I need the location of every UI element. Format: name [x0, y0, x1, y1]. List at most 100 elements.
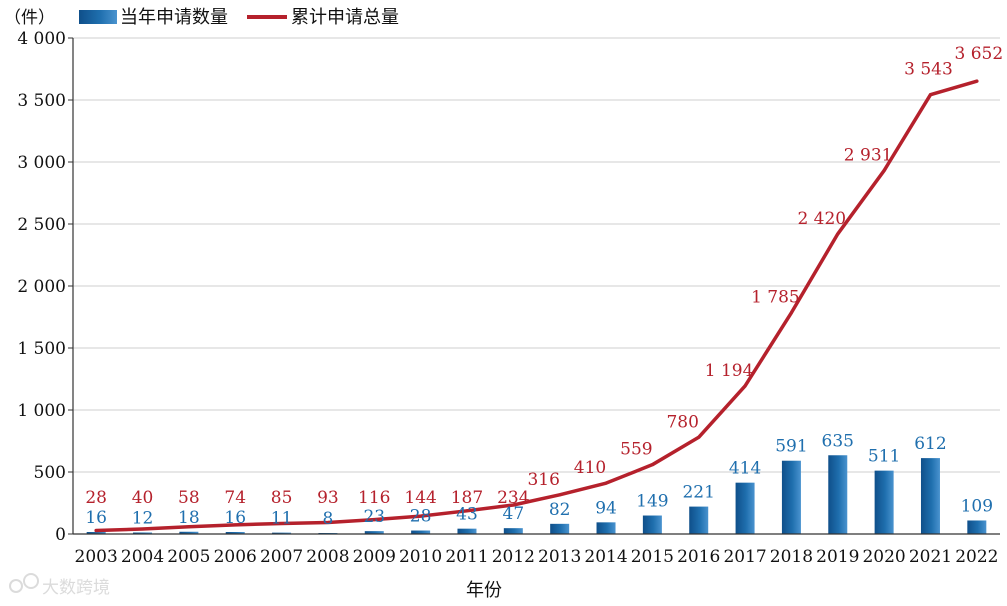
bar-value-label: 18 [178, 508, 200, 528]
line-point [141, 527, 145, 531]
y-tick-label: 4 000 [17, 29, 66, 49]
bar-value-label: 16 [85, 508, 107, 528]
bar-value-label: 511 [868, 447, 900, 467]
x-tick-label: 2021 [909, 547, 952, 567]
x-tick-label: 2012 [492, 547, 535, 567]
line-point [650, 463, 654, 467]
y-tick-labels: 0 500 1 000 1 500 2 000 2 500 3 000 3 500 4 000 [17, 29, 66, 545]
bar-value-label: 591 [775, 437, 807, 457]
line-value-label: 316 [527, 470, 559, 490]
bar [411, 530, 431, 534]
watermark: 大数跨境 [9, 573, 110, 598]
line-point [928, 93, 932, 97]
legend-bar-label: 当年申请数量 [120, 7, 228, 28]
cumulative-line [94, 79, 979, 533]
line-value-label: 187 [451, 488, 483, 508]
line-point [882, 169, 886, 173]
x-tick-label: 2022 [955, 547, 998, 567]
bar-value-label: 612 [914, 434, 946, 454]
bar [781, 460, 801, 534]
line-value-label: 2 420 [797, 209, 846, 229]
line-value-label: 234 [497, 488, 529, 508]
bar-value-label: 43 [456, 505, 478, 525]
line-value-label: 559 [620, 440, 652, 460]
bar-value-label: 23 [363, 507, 385, 527]
line-value-label: 28 [85, 488, 107, 508]
bar-value-label: 16 [224, 508, 246, 528]
bar [457, 528, 477, 534]
line-series [94, 79, 979, 533]
watermark-logo-icon [9, 573, 39, 593]
line-point [789, 311, 793, 315]
bar-value-label: 82 [549, 500, 571, 520]
x-tick-label: 2007 [260, 547, 303, 567]
line-value-label: 2 931 [844, 146, 893, 166]
line-point [558, 493, 562, 497]
bar-value-label: 11 [271, 509, 293, 529]
y-tick-label: 3 500 [17, 91, 66, 111]
y-tick-label: 0 [55, 525, 66, 545]
y-tick-label: 2 000 [17, 277, 66, 297]
x-tick-label: 2013 [538, 547, 581, 567]
y-tick-label: 1 500 [17, 339, 66, 359]
y-tick-label: 500 [34, 463, 66, 483]
bar [503, 528, 523, 534]
bar-value-label: 109 [961, 496, 993, 516]
line-point [372, 518, 376, 522]
line-value-label: 1 785 [751, 288, 800, 308]
bar [967, 520, 987, 534]
legend: 当年申请数量 累计申请总量 [79, 7, 399, 28]
bar [689, 506, 709, 534]
line-point [187, 525, 191, 529]
bar-value-label: 8 [323, 509, 334, 529]
bar-value-label: 12 [132, 509, 154, 529]
x-tick-label: 2010 [399, 547, 442, 567]
bar-series [86, 455, 987, 534]
line-point [326, 520, 330, 524]
line-point [233, 523, 237, 527]
line-value-label: 3 543 [904, 60, 953, 80]
x-tick-label: 2004 [121, 547, 164, 567]
bar [828, 455, 848, 534]
bar [133, 532, 153, 534]
x-tick-labels: 2003 2004 2005 2006 2007 2008 2009 2010 2011 2012… [75, 547, 999, 567]
watermark-text: 大数跨境 [42, 578, 110, 598]
bar-value-label: 635 [822, 431, 854, 451]
bar [364, 531, 384, 534]
bar [735, 482, 755, 534]
x-tick-label: 2009 [353, 547, 396, 567]
x-tick-label: 2019 [816, 547, 859, 567]
bar [86, 532, 106, 534]
line-point [511, 503, 515, 507]
x-tick-label: 2005 [167, 547, 210, 567]
bar-value-label: 149 [636, 492, 668, 512]
x-tick-label: 2006 [214, 547, 257, 567]
bar-value-label: 47 [503, 504, 525, 524]
line-point [836, 232, 840, 236]
x-tick-label: 2015 [631, 547, 674, 567]
bar [225, 532, 245, 534]
x-tick-label: 2008 [306, 547, 349, 567]
bar-value-label: 414 [729, 459, 761, 479]
bar [550, 523, 570, 534]
bar [920, 458, 940, 534]
bar [596, 522, 616, 534]
line-value-label: 3 652 [954, 44, 1003, 64]
line-point [280, 521, 284, 525]
line-point [419, 514, 423, 518]
line-point [94, 529, 98, 533]
line-point [697, 435, 701, 439]
bar-value-label: 221 [682, 483, 714, 503]
x-tick-label: 2016 [677, 547, 720, 567]
bar [642, 515, 662, 534]
line-point [465, 509, 469, 513]
line-point [975, 79, 979, 83]
line-value-label: 93 [317, 488, 339, 508]
line-value-label: 144 [404, 488, 436, 508]
line-value-label: 116 [358, 488, 390, 508]
x-axis-title: 年份 [466, 580, 502, 601]
line-value-label: 58 [178, 488, 200, 508]
x-tick-label: 2020 [862, 547, 905, 567]
bar [272, 532, 292, 534]
